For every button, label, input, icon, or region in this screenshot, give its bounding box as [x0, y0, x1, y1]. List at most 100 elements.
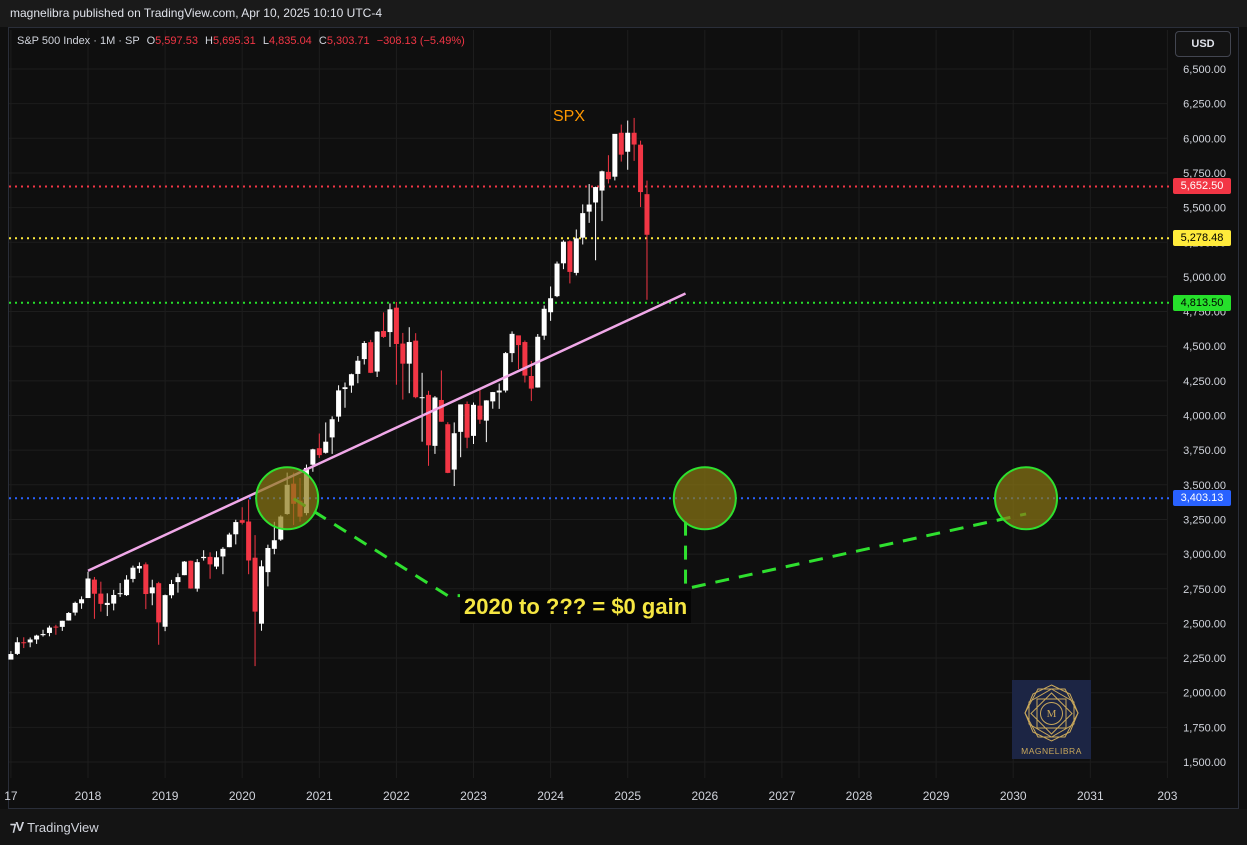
y-tick-label: 5,750.00 — [1183, 168, 1226, 180]
candle-body — [130, 567, 136, 579]
candle-body — [586, 204, 592, 212]
candle-body — [265, 548, 271, 573]
candle-body — [21, 642, 27, 644]
candle-body — [477, 405, 483, 420]
candle-body — [194, 562, 200, 589]
candle-body — [593, 187, 599, 203]
candle-body — [618, 132, 624, 155]
y-tick-label: 5,000.00 — [1183, 272, 1226, 284]
y-tick-label: 1,500.00 — [1183, 757, 1226, 769]
x-tick-label: 2025 — [614, 789, 641, 803]
candle-body — [233, 522, 239, 535]
candle-body — [85, 578, 91, 599]
time-axis: 17 2018 2019 2020 2021 2022 2023 2024 2025 2026 20… — [4, 789, 1178, 803]
candle-body — [515, 335, 521, 346]
chart-grid — [9, 30, 1168, 778]
y-tick-label: 5,500.00 — [1183, 203, 1226, 215]
candle-body — [580, 213, 586, 238]
x-tick-label: 2021 — [306, 789, 333, 803]
trendline — [87, 292, 687, 572]
symbol-label: S&P 500 Index · 1M · SP — [17, 35, 140, 47]
candle-body — [528, 375, 534, 389]
candle-body — [342, 387, 348, 390]
spx-annotation: SPX — [553, 108, 586, 125]
target-circle — [255, 466, 320, 531]
candle-body — [374, 331, 380, 372]
candle-body — [98, 593, 104, 604]
candle-body — [464, 403, 470, 438]
y-tick-label: 4,250.00 — [1183, 376, 1226, 388]
currency-button[interactable]: USD — [1175, 31, 1231, 57]
price-level-tag: 4,813.50 — [1173, 294, 1231, 311]
candle-body — [483, 400, 489, 421]
candle-body — [329, 419, 335, 438]
candle-body — [175, 577, 181, 583]
candle-body — [8, 654, 14, 660]
open-label: O — [146, 35, 156, 47]
candle-body — [156, 583, 162, 623]
candle-body — [72, 602, 78, 613]
ohlc-legend: S&P 500 Index · 1M · SP O5,597.53 H5,695… — [17, 35, 465, 47]
candle-body — [207, 556, 213, 565]
candle-body — [496, 390, 502, 393]
candle-body — [111, 594, 117, 604]
y-tick-label: 6,250.00 — [1183, 99, 1226, 111]
candle-body — [91, 579, 97, 594]
tradingview-brand[interactable]: ⁊V TradingView — [10, 819, 99, 835]
x-tick-label: 2018 — [75, 789, 102, 803]
candle-body — [426, 394, 432, 446]
target-circle — [994, 466, 1059, 531]
candle-body — [53, 626, 59, 628]
candle-body — [355, 360, 361, 374]
x-tick-label: 2030 — [1000, 789, 1027, 803]
candle-body — [393, 307, 399, 344]
candle-body — [541, 308, 547, 336]
x-tick-label: 2027 — [769, 789, 796, 803]
candle-body — [34, 635, 40, 640]
candle-body — [201, 556, 207, 559]
candle-body — [605, 171, 611, 180]
y-tick-label: 1,750.00 — [1183, 722, 1226, 734]
candle-body — [117, 593, 123, 595]
published-header: magnelibra published on TradingView.com,… — [0, 0, 1247, 27]
high-label: H — [205, 35, 213, 47]
candle-body — [451, 433, 457, 470]
close-value: 5,303.71 — [326, 35, 370, 47]
candle-body — [419, 397, 425, 399]
x-tick-label: 2024 — [537, 789, 564, 803]
low-value: 4,835.04 — [268, 35, 312, 47]
y-tick-label: 3,000.00 — [1183, 549, 1226, 561]
price-level-tag: 5,652.50 — [1173, 178, 1231, 195]
tradingview-logo-icon: ⁊V — [10, 819, 24, 834]
candle-body — [162, 595, 168, 627]
chart-frame[interactable] — [8, 27, 1239, 809]
published-text: magnelibra published on TradingView.com,… — [10, 6, 383, 20]
y-tick-label: 2,250.00 — [1183, 653, 1226, 665]
candle-body — [348, 374, 354, 386]
target-circle — [672, 466, 737, 531]
candle-body — [143, 564, 149, 595]
candle-body — [644, 194, 650, 235]
x-tick-label: 17 — [4, 789, 18, 803]
y-tick-label: 3,750.00 — [1183, 445, 1226, 457]
mandala-icon: M — [1024, 684, 1079, 742]
candle-body — [445, 424, 451, 473]
candle-body — [46, 627, 52, 633]
candle-body — [40, 634, 46, 636]
x-tick-label: 2022 — [383, 789, 410, 803]
candle-body — [188, 560, 194, 589]
footer-bar — [0, 809, 1247, 845]
close-label: C — [318, 35, 327, 47]
candle-body — [323, 441, 329, 453]
price-level-tag: 3,403.13 — [1173, 490, 1231, 507]
candle-body — [226, 534, 232, 548]
candle-body — [14, 642, 20, 654]
candle-body — [239, 520, 245, 523]
x-tick-label: 2028 — [846, 789, 873, 803]
candle-body — [336, 390, 342, 417]
logo-text: MAGNELIBRA — [1021, 746, 1082, 756]
candle-body — [59, 620, 65, 627]
candle-body — [214, 557, 219, 567]
change-value: −308.13 (−5.49%) — [376, 35, 465, 47]
